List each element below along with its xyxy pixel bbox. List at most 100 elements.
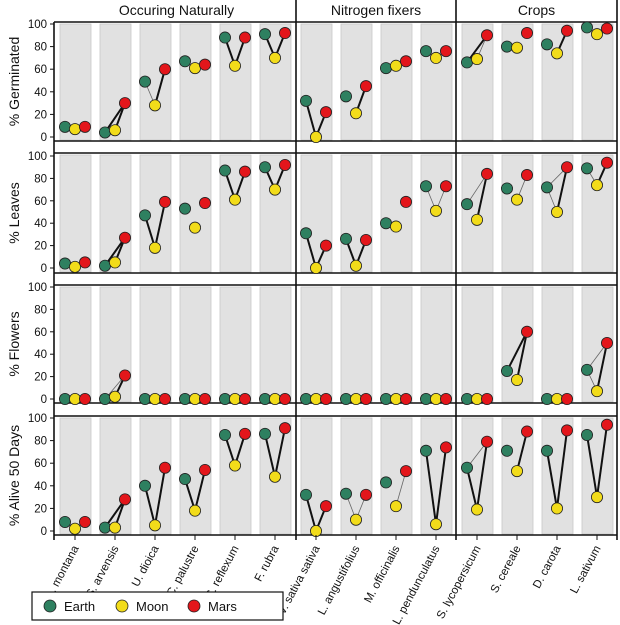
data-point-earth [379, 392, 392, 405]
data-point-mars [158, 392, 171, 405]
data-point-moon [510, 465, 523, 478]
significance-line [154, 201, 166, 249]
data-point-mars [480, 435, 493, 448]
data-point-earth [419, 45, 432, 58]
data-point-earth [581, 428, 594, 441]
legend-label: Mars [208, 599, 237, 614]
species-column-bg [259, 286, 292, 403]
species-column-bg [300, 286, 333, 403]
y-tick-label: 0 [41, 132, 47, 144]
y-axis-label: % Leaves [6, 182, 22, 243]
data-point-moon [470, 392, 483, 405]
data-point-mars [399, 55, 412, 68]
data-point-mars [359, 80, 372, 93]
data-point-moon [389, 59, 402, 72]
data-point-mars [601, 336, 614, 349]
data-point-earth [299, 488, 312, 501]
species-column-bg [461, 23, 494, 141]
group-title: Nitrogen fixers [331, 2, 421, 18]
data-point-mars [561, 424, 574, 437]
data-point-mars [439, 392, 452, 405]
data-point-mars [238, 392, 251, 405]
data-point-earth [339, 232, 352, 245]
data-point-moon [148, 99, 161, 112]
x-tick-label: L. sativum [568, 544, 603, 596]
y-tick-label: 60 [34, 458, 47, 470]
data-point-mars [238, 427, 251, 440]
data-point-mars [119, 97, 132, 110]
y-tick-label: 20 [34, 372, 47, 384]
species-column-bg [300, 417, 333, 535]
y-tick-label: 100 [28, 282, 47, 294]
data-point-earth [258, 427, 271, 440]
significance-line [586, 434, 598, 498]
significance-line [154, 467, 166, 526]
data-point-mars [198, 463, 211, 476]
legend-marker-mars [187, 599, 201, 613]
data-point-moon [69, 123, 82, 136]
significance-line [516, 431, 528, 472]
data-point-moon [551, 392, 564, 405]
data-point-mars [601, 22, 614, 35]
y-tick-label: 80 [34, 42, 47, 54]
significance-line [516, 331, 528, 381]
significance-line [154, 68, 166, 106]
data-point-earth [99, 392, 112, 405]
data-point-moon [551, 205, 564, 218]
data-point-earth [258, 28, 271, 41]
data-point-mars [399, 195, 412, 208]
significance-line [476, 173, 488, 221]
data-point-moon [591, 28, 604, 41]
data-point-mars [319, 500, 332, 513]
y-tick-label: 80 [34, 173, 47, 185]
data-point-moon [188, 221, 201, 234]
y-tick-label: 20 [34, 109, 47, 121]
data-point-earth [178, 392, 191, 405]
data-point-earth [500, 444, 513, 457]
data-point-moon [309, 525, 322, 538]
significance-line [264, 433, 276, 477]
y-tick-label: 40 [34, 87, 47, 99]
data-point-mars [79, 392, 92, 405]
data-point-moon [109, 256, 122, 269]
y-tick-label: 100 [28, 19, 47, 31]
data-point-mars [198, 197, 211, 210]
species-column-bg [541, 417, 574, 535]
data-point-earth [541, 38, 554, 51]
significance-line [194, 469, 206, 511]
data-point-earth [500, 40, 513, 53]
data-point-earth [178, 473, 191, 486]
data-point-earth [178, 55, 191, 68]
data-point-earth [59, 120, 72, 133]
data-point-earth [500, 182, 513, 195]
data-point-moon [109, 521, 122, 534]
y-tick-label: 20 [34, 241, 47, 253]
data-point-moon [309, 130, 322, 143]
data-point-earth [379, 62, 392, 75]
y-tick-label: 60 [34, 327, 47, 339]
data-point-earth [339, 487, 352, 500]
data-point-earth [460, 56, 473, 69]
data-point-moon [109, 390, 122, 403]
species-column-bg [59, 154, 92, 273]
data-point-earth [178, 202, 191, 215]
data-point-mars [439, 441, 452, 454]
species-column-bg [179, 286, 212, 403]
data-point-moon [429, 518, 442, 531]
data-point-earth [581, 363, 594, 376]
data-point-mars [158, 195, 171, 208]
species-column-bg [99, 417, 132, 535]
data-point-earth [419, 180, 432, 193]
species-column-bg [59, 417, 92, 535]
y-axis-label: % Alive 50 Days [6, 425, 22, 526]
data-point-earth [138, 209, 151, 222]
y-tick-label: 40 [34, 218, 47, 230]
data-point-mars [439, 180, 452, 193]
data-point-mars [521, 27, 534, 40]
species-column-bg [300, 23, 333, 141]
data-point-moon [69, 392, 82, 405]
data-point-mars [359, 392, 372, 405]
data-point-mars [561, 24, 574, 37]
data-point-earth [99, 126, 112, 139]
